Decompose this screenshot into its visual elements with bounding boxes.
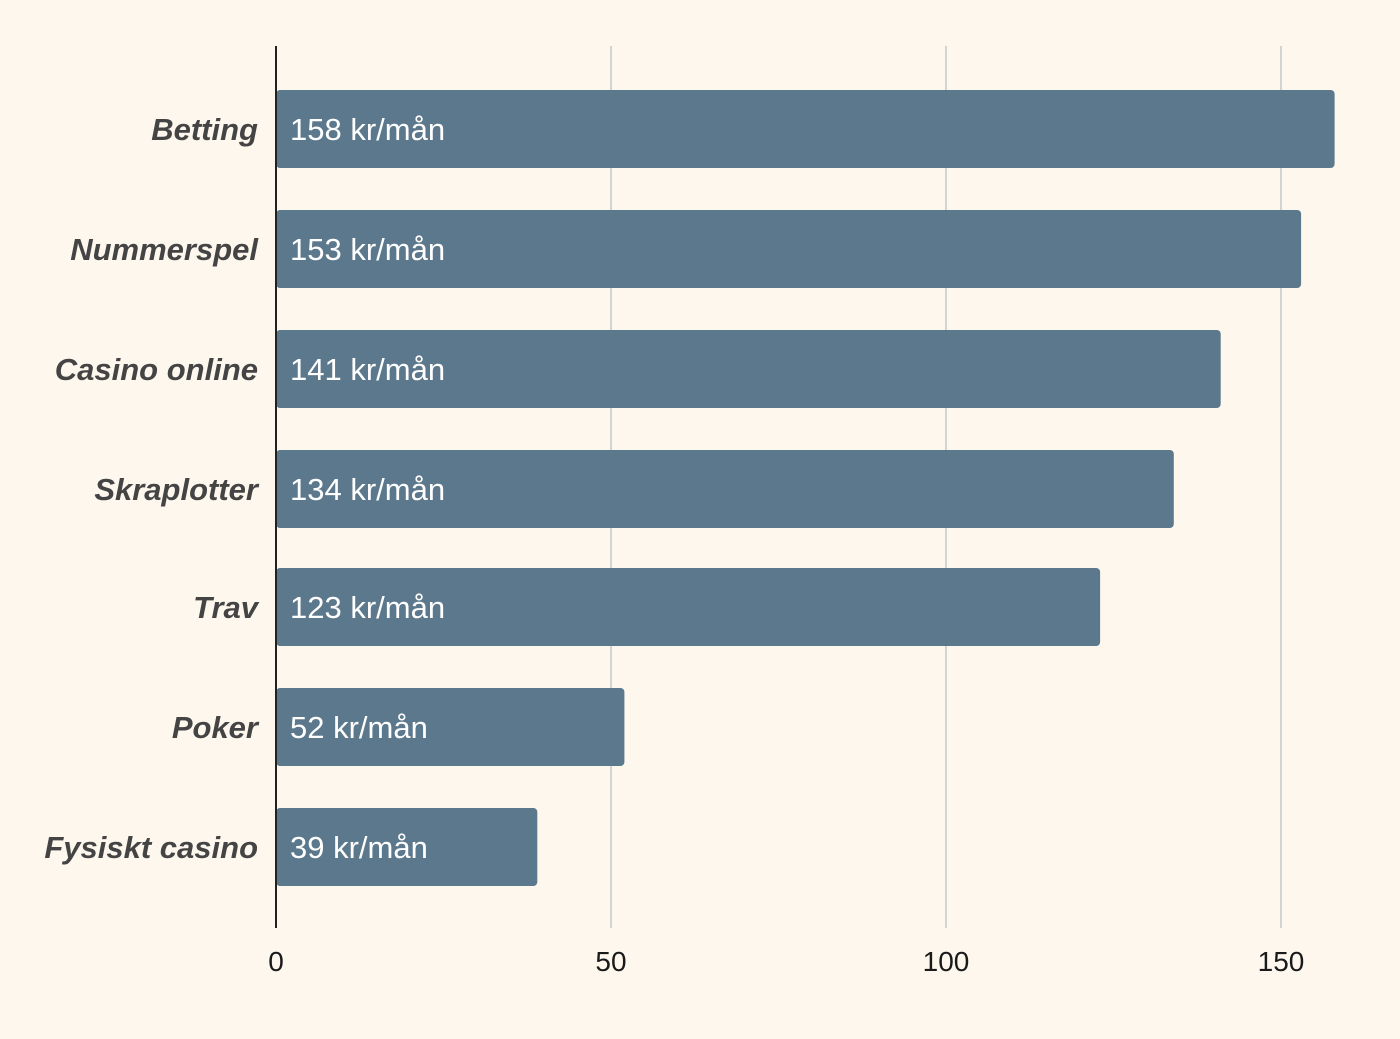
bar-value-label: 39 kr/mån xyxy=(290,830,428,865)
bar-value-label: 158 kr/mån xyxy=(290,112,445,147)
bar-nummerspel xyxy=(276,210,1302,288)
category-label: Poker xyxy=(172,710,260,745)
x-tick-label: 50 xyxy=(595,946,626,977)
category-label: Nummerspel xyxy=(70,232,259,267)
bar-value-label: 141 kr/mån xyxy=(290,352,445,387)
bar-value-label: 153 kr/mån xyxy=(290,232,445,267)
x-tick-label: 0 xyxy=(268,946,284,977)
bar-trav xyxy=(276,568,1101,646)
labels: Betting Nummerspel Casino online Skraplotte… xyxy=(44,112,1304,977)
category-label: Casino online xyxy=(55,352,258,387)
bars xyxy=(276,90,1335,886)
x-tick-label: 100 xyxy=(923,946,970,977)
bar-casino-online xyxy=(276,330,1221,408)
bar-value-label: 123 kr/mån xyxy=(290,590,445,625)
bar-value-label: 134 kr/mån xyxy=(290,472,445,507)
bar-skraplotter xyxy=(276,450,1174,528)
x-tick-label: 150 xyxy=(1258,946,1305,977)
category-label: Betting xyxy=(151,112,258,147)
bar-poker xyxy=(276,688,625,766)
bar-fysiskt-casino xyxy=(276,808,538,886)
category-label: Fysiskt casino xyxy=(44,830,258,865)
bar-value-label: 52 kr/mån xyxy=(290,710,428,745)
category-label: Trav xyxy=(193,590,260,625)
bar-betting xyxy=(276,90,1335,168)
category-label: Skraplotter xyxy=(94,472,260,507)
